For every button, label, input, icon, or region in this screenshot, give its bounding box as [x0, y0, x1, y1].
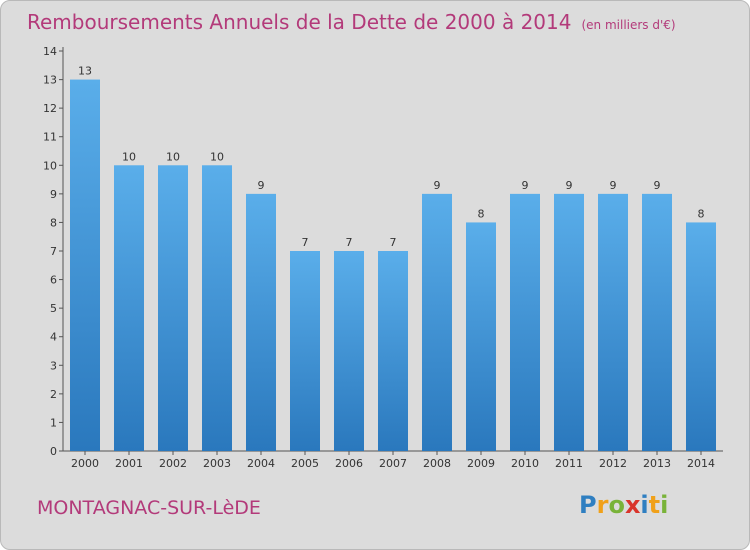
x-tick-label: 2000 [71, 457, 99, 470]
bar-value-label: 9 [522, 179, 529, 192]
bar-value-label: 8 [478, 207, 485, 220]
x-tick-label: 2005 [291, 457, 319, 470]
x-tick-label: 2010 [511, 457, 539, 470]
bar [158, 165, 188, 452]
bar [114, 165, 144, 452]
y-tick-label: 2 [50, 388, 57, 401]
y-tick-label: 0 [50, 445, 57, 458]
proxiti-logo: Proxiti [579, 491, 669, 519]
bar [554, 193, 584, 451]
x-tick-label: 2008 [423, 457, 451, 470]
commune-name: MONTAGNAC-SUR-LèDE [37, 497, 261, 519]
bar [466, 222, 496, 451]
y-tick-label: 4 [50, 331, 57, 344]
chart-title-text: Remboursements Annuels de la Dette de 20… [27, 10, 572, 34]
bar-value-label: 8 [698, 207, 705, 220]
y-tick-label: 9 [50, 188, 57, 201]
x-tick-label: 2011 [555, 457, 583, 470]
bar-value-label: 7 [302, 236, 309, 249]
bar-value-label: 9 [258, 179, 265, 192]
bar [378, 251, 408, 451]
bar-value-label: 10 [210, 150, 224, 163]
bar [334, 251, 364, 451]
x-tick-label: 2007 [379, 457, 407, 470]
bar-value-label: 10 [122, 150, 136, 163]
bar [686, 222, 716, 451]
bar [202, 165, 232, 452]
y-tick-label: 12 [43, 102, 57, 115]
x-tick-label: 2009 [467, 457, 495, 470]
bar-value-label: 10 [166, 150, 180, 163]
y-tick-label: 8 [50, 216, 57, 229]
bar-value-label: 9 [566, 179, 573, 192]
x-tick-label: 2014 [687, 457, 715, 470]
x-tick-label: 2003 [203, 457, 231, 470]
bar [70, 79, 100, 452]
x-tick-label: 2012 [599, 457, 627, 470]
bar-value-label: 9 [434, 179, 441, 192]
y-tick-label: 1 [50, 416, 57, 429]
x-tick-label: 2004 [247, 457, 275, 470]
y-tick-label: 14 [43, 45, 57, 58]
bar [510, 193, 540, 451]
bar [598, 193, 628, 451]
bar-value-label: 9 [610, 179, 617, 192]
bar [642, 193, 672, 451]
bar [246, 193, 276, 451]
bar [422, 193, 452, 451]
y-tick-label: 5 [50, 302, 57, 315]
chart-bars [70, 79, 716, 452]
bar-value-label: 7 [390, 236, 397, 249]
y-tick-label: 6 [50, 274, 57, 287]
y-tick-label: 13 [43, 74, 57, 87]
y-tick-label: 11 [43, 131, 57, 144]
chart-subtitle: (en milliers d'€) [581, 18, 676, 32]
chart-title: Remboursements Annuels de la Dette de 20… [27, 10, 676, 34]
x-tick-label: 2006 [335, 457, 363, 470]
x-tick-label: 2002 [159, 457, 187, 470]
bar-value-label: 13 [78, 65, 92, 78]
bar [290, 251, 320, 451]
bar-value-label: 9 [654, 179, 661, 192]
y-tick-label: 3 [50, 359, 57, 372]
x-tick-label: 2013 [643, 457, 671, 470]
y-tick-label: 7 [50, 245, 57, 258]
y-tick-label: 10 [43, 159, 57, 172]
x-tick-label: 2001 [115, 457, 143, 470]
chart-labels: 2000 13 2001 10 2002 10 2003 10 2004 9 2005 7 2006 7 2… [71, 65, 715, 470]
bar-value-label: 7 [346, 236, 353, 249]
